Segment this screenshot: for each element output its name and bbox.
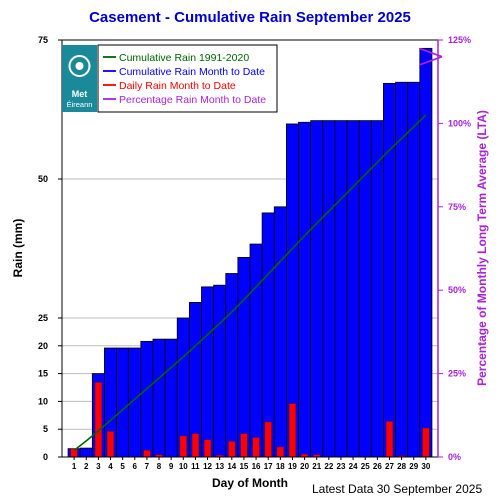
y-tick-label: 25 bbox=[38, 313, 48, 323]
daily-bar bbox=[106, 431, 115, 458]
x-tick-label: 28 bbox=[397, 462, 406, 471]
daily-bar bbox=[191, 433, 200, 458]
latest-data-note: Latest Data 30 September 2025 bbox=[312, 482, 483, 496]
daily-bar bbox=[252, 437, 260, 458]
cumulative-bar bbox=[213, 284, 227, 458]
y2-tick-label: 125% bbox=[448, 35, 471, 45]
chart-title: Casement - Cumulative Rain September 202… bbox=[89, 9, 411, 26]
x-tick-label: 16 bbox=[252, 462, 261, 471]
cumulative-bar bbox=[273, 206, 287, 458]
x-tick-label: 24 bbox=[349, 462, 358, 471]
cumulative-bar bbox=[346, 120, 360, 458]
cumulative-bar bbox=[383, 82, 396, 458]
x-tick-label: 20 bbox=[300, 462, 309, 471]
daily-bar bbox=[264, 421, 272, 458]
y-tick-label: 10 bbox=[38, 396, 48, 406]
x-tick-label: 1 bbox=[72, 462, 77, 471]
y-tick-label: 20 bbox=[38, 341, 48, 351]
x-tick-label: 6 bbox=[133, 462, 138, 471]
x-tick-label: 4 bbox=[108, 462, 113, 471]
x-tick-label: 19 bbox=[288, 462, 297, 471]
y2-axis-label: Percentage of Monthly Long Term Average … bbox=[475, 110, 489, 386]
cumulative-bar bbox=[310, 120, 324, 458]
legend-entry: Cumulative Rain Month to Date bbox=[119, 66, 265, 78]
x-tick-label: 11 bbox=[191, 462, 200, 471]
cumulative-bar bbox=[407, 81, 421, 458]
daily-bar bbox=[385, 421, 394, 458]
x-tick-label: 29 bbox=[409, 462, 418, 471]
daily-bar bbox=[94, 382, 102, 458]
cumulative-bar bbox=[249, 243, 263, 458]
legend-entry: Percentage Rain Month to Date bbox=[119, 94, 266, 106]
y-axis-label: Rain (mm) bbox=[11, 219, 25, 278]
x-tick-label: 18 bbox=[276, 462, 285, 471]
x-tick-label: 26 bbox=[373, 462, 382, 471]
daily-bar bbox=[203, 439, 212, 458]
x-tick-label: 15 bbox=[239, 462, 248, 471]
cumulative-bar bbox=[79, 447, 93, 458]
cumulative-bar bbox=[334, 120, 348, 458]
logo-swirl-icon bbox=[68, 55, 91, 77]
lta-cumulative-line bbox=[73, 114, 427, 451]
cumulative-bar bbox=[164, 338, 178, 458]
legend-entry: Cumulative Rain 1991-2020 bbox=[119, 52, 249, 64]
x-tick-label: 12 bbox=[203, 462, 212, 471]
daily-bar bbox=[240, 433, 248, 458]
y2-tick-label: 75% bbox=[448, 202, 466, 212]
x-tick-label: 27 bbox=[385, 462, 394, 471]
legend-entry: Daily Rain Month to Date bbox=[119, 80, 236, 92]
daily-bar bbox=[276, 446, 284, 458]
x-tick-label: 17 bbox=[264, 462, 273, 471]
y2-tick-label: 25% bbox=[448, 369, 466, 379]
y-tick-label: 0 bbox=[43, 452, 48, 462]
daily-bar bbox=[288, 403, 297, 458]
x-tick-label: 10 bbox=[179, 462, 188, 471]
daily-bar bbox=[422, 427, 430, 458]
x-tick-label: 14 bbox=[227, 462, 236, 471]
cumulative-bar bbox=[116, 347, 130, 458]
y-tick-label: 5 bbox=[43, 424, 48, 434]
percentage-arrow-lower bbox=[419, 55, 443, 66]
cumulative-bar bbox=[298, 121, 312, 458]
cumulative-bar bbox=[237, 256, 251, 458]
x-tick-label: 30 bbox=[421, 462, 430, 471]
x-tick-label: 13 bbox=[215, 462, 224, 471]
cumulative-bar bbox=[261, 212, 275, 458]
x-tick-label: 21 bbox=[312, 462, 321, 471]
x-tick-label: 23 bbox=[337, 462, 346, 471]
cumulative-bar bbox=[370, 120, 384, 458]
x-axis-label: Day of Month bbox=[212, 476, 288, 490]
x-tick-label: 3 bbox=[96, 462, 101, 471]
y-tick-label: 15 bbox=[38, 369, 48, 379]
percentage-arrow-upper bbox=[419, 47, 443, 58]
x-tick-label: 5 bbox=[120, 462, 125, 471]
cumulative-bar bbox=[419, 47, 433, 458]
logo-text-met: Met bbox=[72, 89, 88, 99]
y2-tick-label: 50% bbox=[448, 285, 466, 295]
x-tick-label: 7 bbox=[145, 462, 150, 471]
x-tick-label: 2 bbox=[84, 462, 89, 471]
logo-swirl-center bbox=[75, 62, 84, 70]
legend-box bbox=[97, 44, 278, 113]
cumulative-bar bbox=[201, 286, 215, 458]
logo-text-eireann: Éireann bbox=[67, 100, 93, 109]
daily-bar bbox=[143, 450, 151, 458]
cumulative-bar bbox=[152, 338, 166, 458]
x-tick-label: 9 bbox=[169, 462, 174, 471]
x-tick-label: 25 bbox=[361, 462, 370, 471]
cumulative-bar bbox=[140, 340, 154, 458]
y2-tick-label: 100% bbox=[448, 118, 471, 128]
y-tick-label: 75 bbox=[38, 35, 48, 45]
y2-tick-label: 0% bbox=[448, 452, 461, 462]
cumulative-bar bbox=[225, 273, 239, 458]
x-tick-label: 22 bbox=[324, 462, 333, 471]
daily-bar bbox=[179, 435, 187, 458]
x-tick-label: 8 bbox=[157, 462, 162, 471]
y-tick-label: 50 bbox=[38, 174, 48, 184]
daily-bar bbox=[228, 441, 236, 458]
cumulative-bar bbox=[322, 120, 336, 458]
